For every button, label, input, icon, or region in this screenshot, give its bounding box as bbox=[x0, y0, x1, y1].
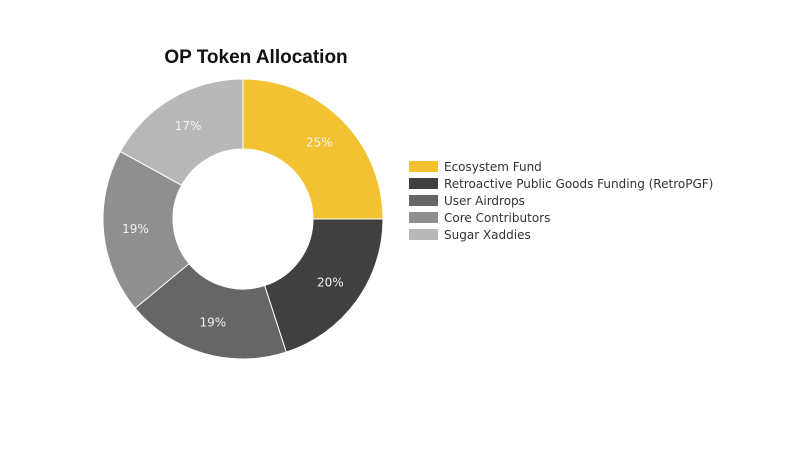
legend-swatch bbox=[409, 178, 438, 189]
legend-label: Retroactive Public Goods Funding (RetroP… bbox=[444, 177, 713, 191]
pie-slice bbox=[102, 150, 190, 309]
slice-value-label: 20% bbox=[317, 275, 344, 289]
slice-value-label: 19% bbox=[122, 222, 149, 236]
slice-labels-group: 25% 20% 19% 19% 17% bbox=[122, 119, 344, 330]
legend-swatch bbox=[409, 212, 438, 223]
chart-title: OP Token Allocation bbox=[164, 47, 347, 68]
legend-label: Ecosystem Fund bbox=[444, 160, 542, 174]
pie-slice bbox=[134, 262, 287, 360]
legend-swatch bbox=[409, 229, 438, 240]
legend-label: Core Contributors bbox=[444, 211, 550, 225]
slices-group bbox=[102, 78, 384, 360]
legend-label: Sugar Xaddies bbox=[444, 228, 531, 242]
slice-value-label: 19% bbox=[200, 316, 227, 330]
pie-slice bbox=[119, 78, 244, 186]
slice-value-label: 17% bbox=[175, 119, 202, 133]
legend-label: User Airdrops bbox=[444, 194, 525, 208]
legend: Ecosystem Fund Retroactive Public Goods F… bbox=[409, 160, 713, 242]
legend-swatch bbox=[409, 195, 438, 206]
pie-slice bbox=[264, 218, 384, 353]
legend-swatch bbox=[409, 161, 438, 172]
pie-slice bbox=[242, 78, 384, 220]
slice-value-label: 25% bbox=[306, 136, 333, 150]
